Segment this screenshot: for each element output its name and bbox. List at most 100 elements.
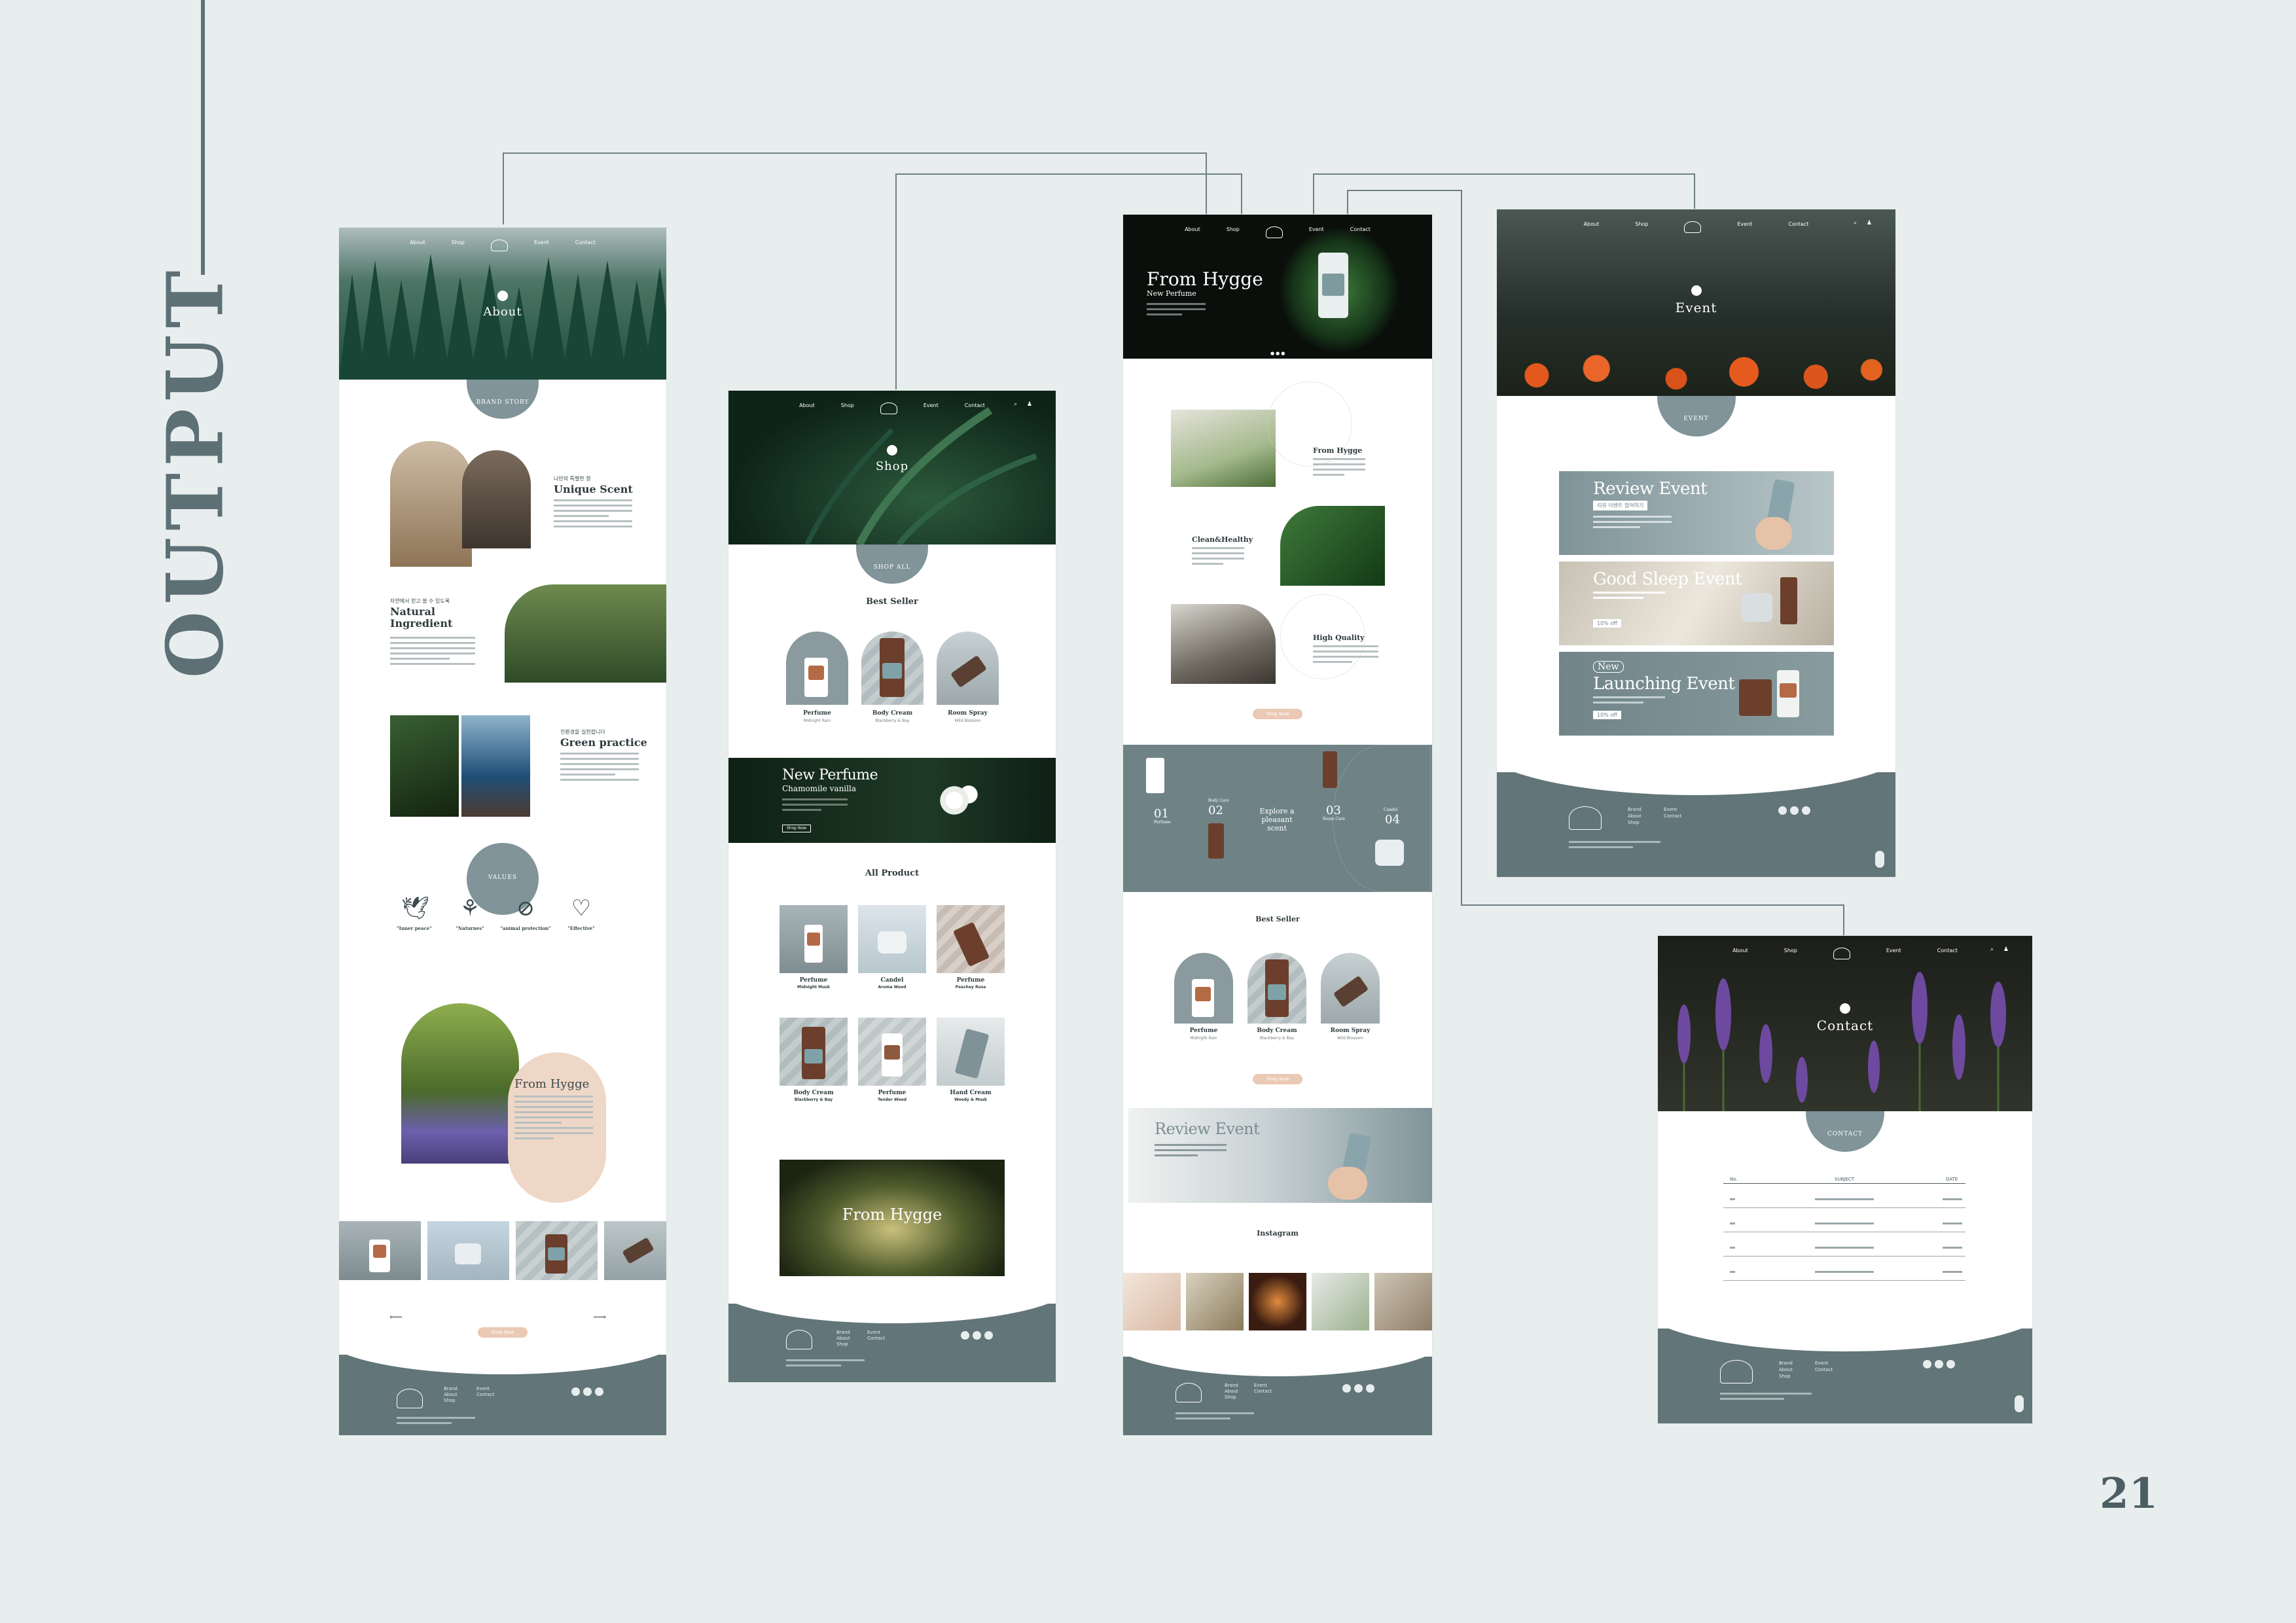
arrow-left-icon[interactable]: ⟵ xyxy=(389,1312,403,1323)
instagram-icon[interactable] xyxy=(1790,806,1799,815)
logo-icon[interactable] xyxy=(1833,948,1850,959)
instagram-icon[interactable] xyxy=(1935,1360,1943,1368)
table-row[interactable] xyxy=(1723,1271,1965,1281)
footer-link[interactable]: About xyxy=(444,1392,457,1397)
footer-link[interactable]: About xyxy=(1628,813,1641,819)
good-sleep-event-banner[interactable]: Good Sleep Event 10% off xyxy=(1559,562,1834,645)
logo-icon[interactable] xyxy=(1265,226,1283,238)
logo-icon[interactable] xyxy=(490,240,508,251)
nav-event[interactable]: Event xyxy=(533,240,549,245)
best-product-roomspray[interactable] xyxy=(1321,953,1380,1024)
footer-link[interactable]: Shop xyxy=(1225,1395,1236,1400)
footer-link[interactable]: Contact xyxy=(1254,1389,1272,1394)
footer-link[interactable]: Shop xyxy=(1779,1374,1791,1379)
carousel-item[interactable] xyxy=(516,1221,598,1280)
footer-link[interactable]: Shop xyxy=(836,1342,848,1347)
nav-shop[interactable]: Shop xyxy=(840,402,854,408)
carousel-item[interactable] xyxy=(339,1221,421,1280)
best-product-perfume[interactable] xyxy=(1174,953,1233,1024)
search-icon[interactable]: ⌕ ♟ xyxy=(1854,220,1876,226)
footer-link[interactable]: Contact xyxy=(476,1392,495,1397)
youtube-icon[interactable] xyxy=(1923,1360,1931,1368)
nav-contact[interactable]: Contact xyxy=(964,402,985,408)
logo-icon[interactable] xyxy=(880,402,897,414)
footer-logo-icon[interactable] xyxy=(1175,1383,1202,1402)
nav-shop[interactable]: Shop xyxy=(1784,948,1797,954)
facebook-icon[interactable] xyxy=(595,1387,603,1396)
product-card[interactable] xyxy=(780,1018,848,1086)
instagram-icon[interactable] xyxy=(583,1387,592,1396)
nav-event[interactable]: Event xyxy=(1886,948,1901,954)
carousel-item[interactable] xyxy=(427,1221,509,1280)
youtube-icon[interactable] xyxy=(961,1331,969,1340)
facebook-icon[interactable] xyxy=(1366,1384,1374,1393)
carousel-dots[interactable]: ●●● xyxy=(1270,351,1287,356)
logo-icon[interactable] xyxy=(1684,221,1702,233)
footer-link[interactable]: About xyxy=(1225,1389,1238,1394)
nav-about[interactable]: About xyxy=(1583,221,1600,227)
nav-contact[interactable]: Contact xyxy=(1788,221,1809,227)
footer-link[interactable]: Shop xyxy=(1628,820,1640,825)
nav-event[interactable]: Event xyxy=(923,402,939,408)
youtube-icon[interactable] xyxy=(1778,806,1787,815)
table-row[interactable] xyxy=(1723,1247,1965,1257)
youtube-icon[interactable] xyxy=(1342,1384,1351,1393)
instagram-photo[interactable] xyxy=(1374,1273,1432,1330)
best-product-perfume[interactable] xyxy=(786,632,848,705)
instagram-photo[interactable] xyxy=(1249,1273,1306,1330)
footer-logo-icon[interactable] xyxy=(397,1389,423,1408)
nav-shop[interactable]: Shop xyxy=(1226,226,1240,232)
nav-contact[interactable]: Contact xyxy=(575,240,596,245)
footer-link[interactable]: Contact xyxy=(1664,813,1682,819)
search-icon[interactable]: ⌕ ♟ xyxy=(1014,401,1036,408)
footer-logo-icon[interactable] xyxy=(786,1330,812,1349)
instagram-icon[interactable] xyxy=(973,1331,981,1340)
scroll-top-icon[interactable] xyxy=(2015,1395,2024,1412)
footer-link[interactable]: Contact xyxy=(867,1336,886,1341)
instagram-photo[interactable] xyxy=(1312,1273,1369,1330)
footer-link[interactable]: Contact xyxy=(1815,1367,1833,1372)
nav-about[interactable]: About xyxy=(410,240,425,245)
footer-link[interactable]: Event xyxy=(1664,807,1677,812)
instagram-icon[interactable] xyxy=(1354,1384,1363,1393)
best-product-bodycream[interactable] xyxy=(861,632,924,705)
table-row[interactable] xyxy=(1723,1198,1965,1208)
footer-link[interactable]: Brand xyxy=(1225,1383,1238,1388)
shop-now-button[interactable]: Shop Now xyxy=(1253,1074,1302,1084)
product-card[interactable] xyxy=(858,905,926,973)
nav-about[interactable]: About xyxy=(1185,226,1200,232)
footer-link[interactable]: About xyxy=(836,1336,850,1341)
instagram-photo[interactable] xyxy=(1186,1273,1244,1330)
footer-link[interactable]: Brand xyxy=(1779,1361,1793,1366)
youtube-icon[interactable] xyxy=(571,1387,580,1396)
footer-link[interactable]: Shop xyxy=(444,1398,456,1403)
product-card[interactable] xyxy=(780,905,848,973)
footer-link[interactable]: About xyxy=(1779,1367,1793,1372)
footer-link[interactable]: Brand xyxy=(836,1330,850,1335)
nav-about[interactable]: About xyxy=(1732,948,1748,954)
product-card[interactable] xyxy=(937,1018,1005,1086)
facebook-icon[interactable] xyxy=(1802,806,1810,815)
product-card[interactable] xyxy=(937,905,1005,973)
shop-now-button[interactable]: Shop Now xyxy=(478,1327,528,1338)
facebook-icon[interactable] xyxy=(984,1331,993,1340)
review-event-banner[interactable]: Review Event 리뷰 이벤트 참여하기 xyxy=(1559,471,1834,555)
footer-link[interactable]: Brand xyxy=(444,1386,457,1391)
carousel-item[interactable] xyxy=(604,1221,666,1280)
footer-logo-icon[interactable] xyxy=(1569,806,1602,830)
new-perfume-banner[interactable]: New Perfume Chamomile vanilla Shop Now xyxy=(728,758,1056,843)
footer-link[interactable]: Event xyxy=(1815,1361,1829,1366)
footer-logo-icon[interactable] xyxy=(1720,1360,1753,1383)
review-banner[interactable]: Review Event xyxy=(1128,1108,1432,1203)
instagram-photo[interactable] xyxy=(1123,1273,1181,1330)
nav-shop[interactable]: Shop xyxy=(1635,221,1649,227)
nav-shop[interactable]: Shop xyxy=(451,240,465,245)
nav-event[interactable]: Event xyxy=(1308,226,1324,232)
footer-link[interactable]: Brand xyxy=(1628,807,1641,812)
nav-event[interactable]: Event xyxy=(1737,221,1753,227)
footer-link[interactable]: Event xyxy=(867,1330,881,1335)
best-product-roomspray[interactable] xyxy=(937,632,999,705)
scroll-top-icon[interactable] xyxy=(1875,851,1884,868)
product-card[interactable] xyxy=(858,1018,926,1086)
footer-link[interactable]: Event xyxy=(1254,1383,1268,1388)
